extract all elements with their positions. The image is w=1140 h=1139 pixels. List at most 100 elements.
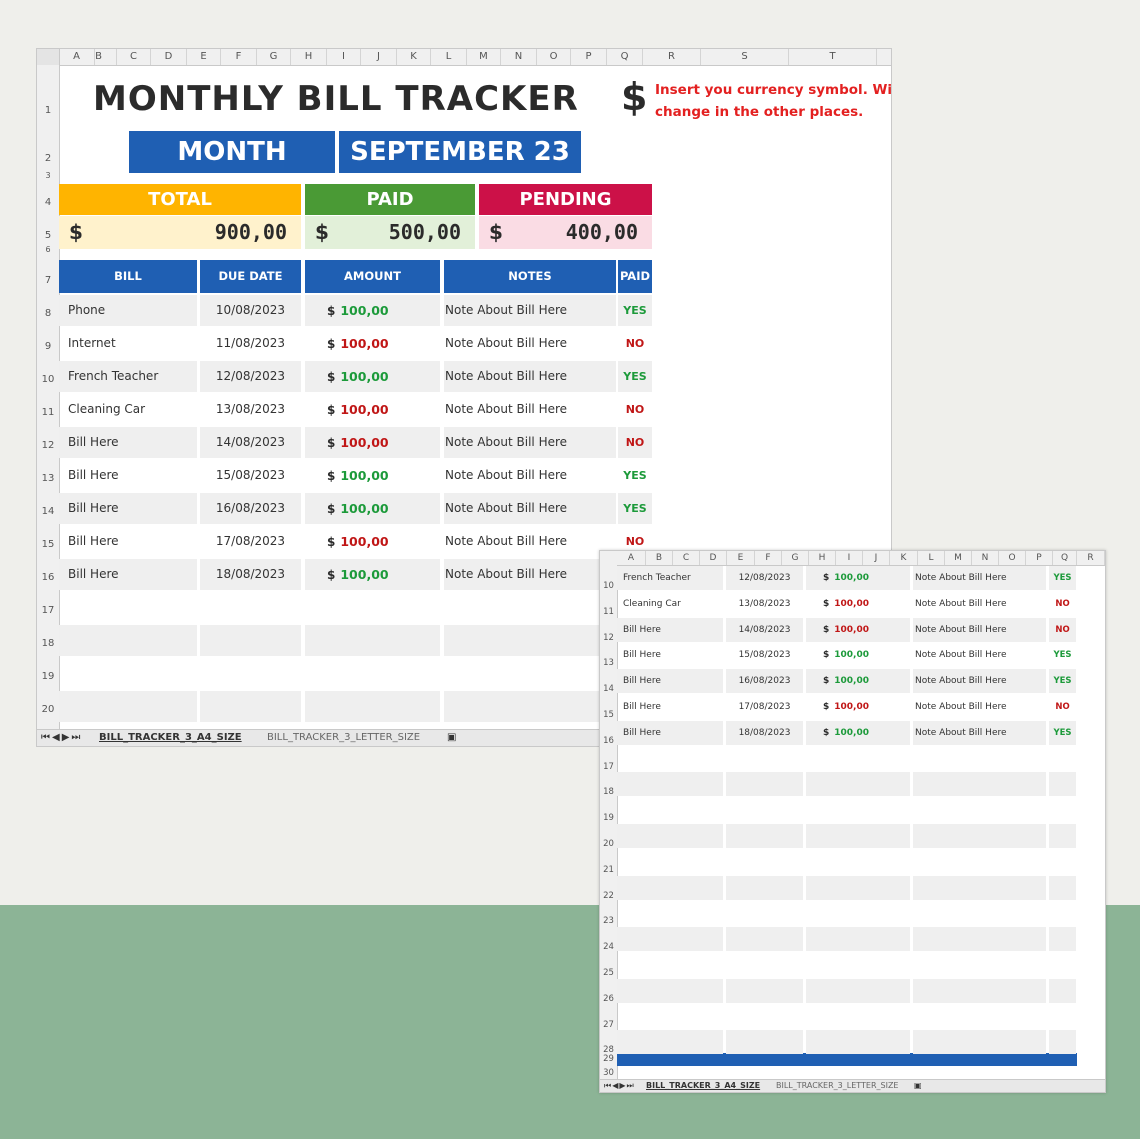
column-header[interactable]: B [646,551,673,565]
row-header[interactable]: 12 [41,440,55,451]
amount-cell[interactable]: $100,00 [305,559,440,590]
notes-cell[interactable] [913,927,1046,952]
amount-cell[interactable] [806,953,910,977]
amount-cell[interactable] [305,592,440,623]
column-header[interactable]: R [643,49,701,65]
amount-cell[interactable]: $100,00 [806,617,910,642]
row-header[interactable]: 11 [603,606,614,617]
tab-a4-size[interactable]: BILL_TRACKER_3_A4_SIZE [99,732,242,743]
notes-cell[interactable]: Note About Bill Here [444,361,616,392]
paid-status-cell[interactable]: YES [1049,566,1076,590]
column-header[interactable]: H [809,551,836,565]
paid-status-cell[interactable]: NO [1049,617,1076,642]
bill-name-cell[interactable]: Internet [59,328,197,359]
paid-status-cell[interactable]: YES [618,361,652,392]
due-date-cell[interactable]: 15/08/2023 [726,643,803,667]
column-header[interactable]: H [291,49,327,65]
bill-name-cell[interactable]: Bill Here [617,695,723,719]
paid-status-cell[interactable]: YES [618,460,652,491]
amount-cell[interactable]: $100,00 [305,295,440,326]
notes-cell[interactable] [913,901,1046,925]
amount-cell[interactable] [305,658,440,689]
notes-cell[interactable] [913,798,1046,822]
insert-sheet-icon[interactable]: ▣ [914,1081,922,1090]
paid-status-cell[interactable]: NO [618,394,652,425]
due-date-cell[interactable] [726,953,803,977]
paid-status-cell[interactable]: YES [1049,720,1076,745]
column-header[interactable]: M [945,551,972,565]
paid-status-cell[interactable]: NO [618,427,652,458]
amount-cell[interactable] [806,1030,910,1055]
row-header[interactable]: 17 [603,761,614,772]
paid-status-cell[interactable] [1049,978,1076,1003]
tab-letter-size[interactable]: BILL_TRACKER_3_LETTER_SIZE [267,732,421,743]
row-header[interactable]: 13 [41,473,55,484]
notes-cell[interactable]: Note About Bill Here [444,559,616,590]
notes-cell[interactable] [913,824,1046,848]
bill-name-cell[interactable] [617,1030,723,1055]
due-date-cell[interactable]: 11/08/2023 [200,328,301,359]
notes-cell[interactable] [913,875,1046,900]
row-header[interactable]: 28 [603,1045,614,1056]
due-date-cell[interactable]: 17/08/2023 [726,695,803,719]
column-header[interactable]: J [361,49,397,65]
amount-cell[interactable]: $100,00 [806,566,910,590]
row-header[interactable]: 12 [603,632,614,643]
bill-name-cell[interactable] [617,850,723,874]
insert-sheet-icon[interactable]: ▣ [447,732,457,743]
column-header[interactable]: I [836,551,863,565]
bill-name-cell[interactable] [617,798,723,822]
due-date-cell[interactable] [726,798,803,822]
currency-symbol-cell[interactable]: $ [621,75,648,119]
due-date-cell[interactable] [200,592,301,623]
notes-cell[interactable]: Note About Bill Here [444,328,616,359]
column-header[interactable]: P [571,49,607,65]
amount-cell[interactable]: $100,00 [305,328,440,359]
row-header[interactable]: 24 [603,942,614,953]
paid-status-cell[interactable] [1049,927,1076,952]
paid-status-cell[interactable]: NO [1049,592,1076,616]
row-header[interactable]: 10 [41,374,55,385]
notes-cell[interactable]: Note About Bill Here [913,617,1046,642]
row-header[interactable]: 10 [603,581,614,591]
row-header[interactable]: 5 [44,230,52,241]
bill-name-cell[interactable] [617,1005,723,1029]
due-date-cell[interactable]: 13/08/2023 [726,592,803,616]
bill-name-cell[interactable] [617,772,723,797]
paid-value-cell[interactable]: $ 500,00 [305,216,475,249]
paid-status-cell[interactable] [1049,772,1076,797]
column-header[interactable]: A [617,551,646,565]
due-date-cell[interactable]: 16/08/2023 [726,669,803,694]
amount-cell[interactable] [806,901,910,925]
bill-name-cell[interactable]: Bill Here [617,720,723,745]
notes-cell[interactable] [913,1030,1046,1055]
due-date-cell[interactable]: 10/08/2023 [200,295,301,326]
due-date-cell[interactable] [726,927,803,952]
row-header[interactable]: 17 [41,605,55,616]
amount-cell[interactable]: $100,00 [806,592,910,616]
column-header[interactable]: J [863,551,890,565]
row-header[interactable]: 6 [45,245,51,254]
amount-cell[interactable]: $100,00 [305,394,440,425]
row-header[interactable]: 18 [41,638,55,649]
row-header[interactable]: 7 [44,275,52,286]
amount-cell[interactable] [305,625,440,656]
due-date-cell[interactable]: 13/08/2023 [200,394,301,425]
amount-cell[interactable] [806,978,910,1003]
notes-cell[interactable] [913,1005,1046,1029]
column-header[interactable]: M [467,49,501,65]
sheet-nav-icons[interactable]: ⏮◀▶⏭ [604,1081,635,1090]
due-date-cell[interactable]: 16/08/2023 [200,493,301,524]
bill-name-cell[interactable]: Phone [59,295,197,326]
tab-letter-size[interactable]: BILL_TRACKER_3_LETTER_SIZE [776,1081,899,1090]
notes-cell[interactable]: Note About Bill Here [444,526,616,557]
column-header[interactable]: N [972,551,999,565]
due-date-cell[interactable] [726,875,803,900]
column-header[interactable]: P [1026,551,1053,565]
notes-cell[interactable]: Note About Bill Here [913,695,1046,719]
notes-cell[interactable] [444,658,616,689]
row-header[interactable]: 20 [41,704,55,715]
bill-name-cell[interactable]: Bill Here [59,427,197,458]
column-header[interactable]: G [782,551,809,565]
notes-cell[interactable]: Note About Bill Here [913,566,1046,590]
